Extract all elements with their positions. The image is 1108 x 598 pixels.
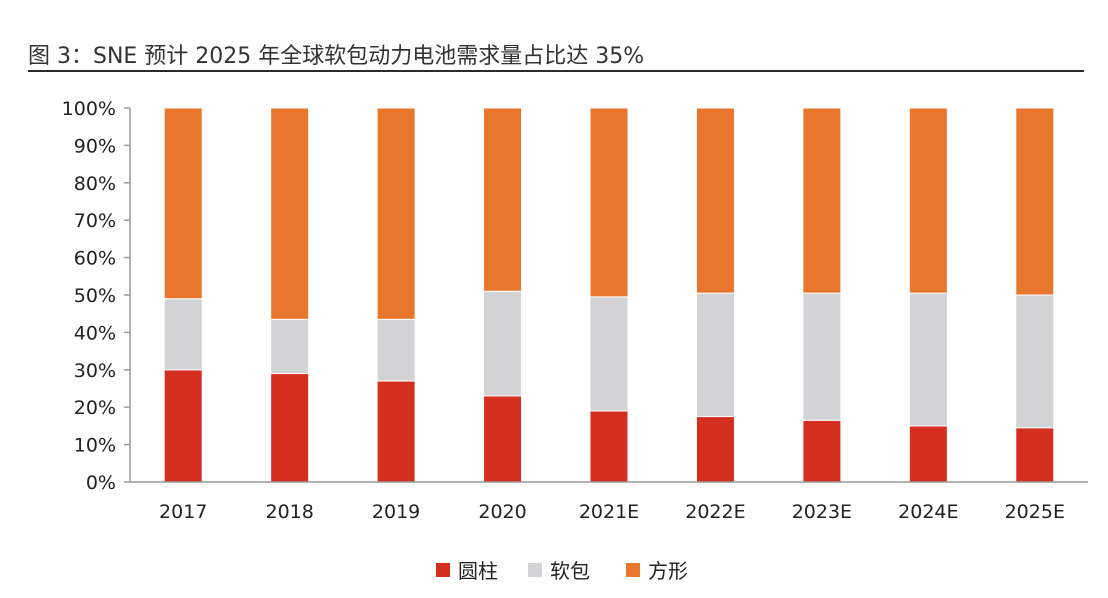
bar-segment [376, 318, 416, 382]
bar-segment [589, 107, 629, 298]
bar-segment [589, 410, 629, 483]
bar-segment [270, 318, 310, 375]
x-tick-label: 2017 [159, 501, 207, 523]
y-tick-label: 100% [62, 98, 116, 120]
bar-segment [483, 290, 523, 397]
bar-segment [908, 107, 948, 294]
y-tick-label: 80% [74, 173, 116, 195]
x-tick-label: 2018 [265, 501, 313, 523]
bar-segment [1015, 427, 1055, 483]
y-tick-label: 30% [74, 360, 116, 382]
legend-label: 方形 [648, 559, 688, 583]
legend-label: 软包 [550, 559, 590, 583]
y-tick-label: 0% [86, 472, 116, 494]
chart-title: 图 3：SNE 预计 2025 年全球软包动力电池需求量占比达 35% [28, 44, 645, 69]
bar-segment [483, 395, 523, 483]
x-tick-label: 2019 [372, 501, 420, 523]
x-tick-label: 2022E [685, 501, 745, 523]
y-tick-label: 40% [74, 322, 116, 344]
bar-segment [1015, 107, 1055, 296]
bar-segment [695, 292, 735, 418]
bar-segment [483, 107, 523, 292]
bar-segment [163, 298, 203, 371]
bar-segment [270, 373, 310, 483]
bar-segment [908, 425, 948, 483]
legend-swatch [436, 563, 450, 577]
y-tick-label: 70% [74, 210, 116, 232]
bar-segment [908, 292, 948, 427]
title-divider [28, 70, 1084, 72]
bar-segment [270, 107, 310, 320]
x-tick-label: 2024E [898, 501, 958, 523]
bar-segment [376, 107, 416, 320]
bar-segment [802, 419, 842, 483]
legend-swatch [626, 563, 640, 577]
y-tick-label: 20% [74, 397, 116, 419]
y-tick-label: 50% [74, 285, 116, 307]
bar-segment [695, 416, 735, 483]
bar-segment [163, 369, 203, 483]
x-tick-label: 2025E [1005, 501, 1065, 523]
bar-segment [1015, 294, 1055, 429]
bar-segment [802, 292, 842, 421]
x-tick-label: 2021E [579, 501, 639, 523]
x-tick-label: 2020 [478, 501, 526, 523]
bar-segment [802, 107, 842, 294]
y-tick-label: 90% [74, 135, 116, 157]
legend-swatch [528, 563, 542, 577]
bar-segment [376, 380, 416, 483]
y-tick-label: 60% [74, 248, 116, 270]
x-tick-label: 2023E [792, 501, 852, 523]
bar-segment [163, 107, 203, 300]
legend-label: 圆柱 [458, 559, 498, 583]
bar-segment [695, 107, 735, 294]
y-tick-label: 10% [74, 435, 116, 457]
bar-segment [589, 296, 629, 412]
